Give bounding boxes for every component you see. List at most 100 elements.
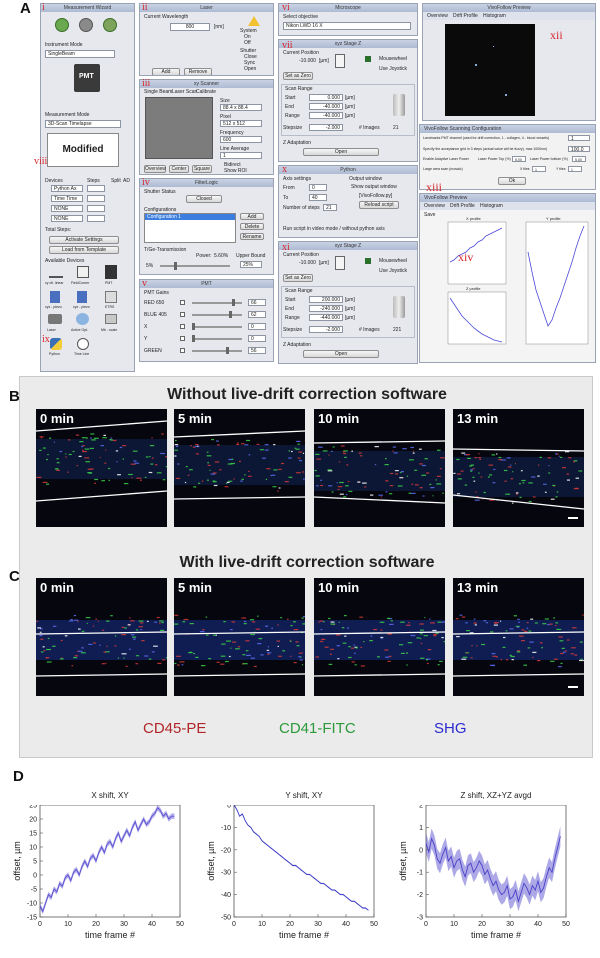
pmt-gain-value[interactable]: 0 (248, 323, 266, 330)
device-select-2[interactable]: Time Time (51, 195, 83, 202)
mousewheel-checkbox[interactable]: Mousewheel (379, 56, 408, 62)
config-rename-button[interactable]: Rename (240, 233, 264, 240)
pmt-channel-checkbox[interactable] (180, 336, 185, 341)
pmt-gain-slider[interactable] (192, 314, 242, 316)
pmt-gain-value[interactable]: 62 (248, 311, 266, 318)
drift-tab-histogram[interactable]: Histogram (480, 203, 503, 209)
drift-tab-drift-profile[interactable]: Drift Profile (450, 203, 475, 209)
scan-preview[interactable] (145, 97, 213, 159)
record-button[interactable] (103, 18, 117, 32)
y-tiles-field[interactable]: 1 (568, 166, 582, 172)
pmt-channel-checkbox[interactable] (180, 312, 185, 317)
start-field[interactable]: 200.000 (309, 296, 343, 303)
shutter-open[interactable]: Open (244, 66, 257, 72)
range-field[interactable]: -40.000 (309, 112, 343, 119)
drift-tab-overview[interactable]: Overview (424, 203, 445, 209)
stepsize-field[interactable]: -2.000 (309, 124, 343, 131)
pmt-gain-slider[interactable] (192, 338, 242, 340)
pmt-channel-checkbox[interactable] (180, 348, 185, 353)
pmt-gain-slider[interactable] (192, 326, 242, 328)
system-on[interactable]: On (244, 34, 251, 40)
show-output-window-checkbox[interactable]: Show output window (351, 184, 397, 190)
wavelength-field[interactable]: 800 (170, 23, 210, 31)
start-field[interactable]: 0.000 (309, 94, 343, 101)
to-field[interactable]: 40 (309, 194, 327, 201)
use-joystick-checkbox[interactable]: Use Joystick (379, 268, 408, 274)
steps-field-3[interactable] (87, 205, 105, 212)
pmt-gain-slider[interactable] (192, 350, 242, 352)
use-joystick-checkbox[interactable]: Use Joystick (379, 66, 408, 72)
square-button[interactable]: Square (192, 165, 212, 173)
config-ok-button[interactable]: Ok (498, 177, 526, 185)
landmark-select[interactable]: 1 (568, 135, 590, 142)
end-field[interactable]: -240.000 (309, 305, 343, 312)
overview-tab-overview[interactable]: Overview (427, 13, 448, 19)
stepsize-field[interactable]: -2.000 (309, 326, 343, 333)
x-tiles-field[interactable]: 1 (532, 166, 546, 172)
pmt-gain-slider[interactable] (192, 302, 242, 304)
run-button[interactable] (55, 18, 69, 32)
frequency-select[interactable]: 600 (220, 136, 262, 143)
laser-add-button[interactable]: Add (152, 68, 180, 75)
pmt-gain-slider-handle[interactable] (225, 347, 229, 354)
pmt-channel-checkbox[interactable] (180, 324, 185, 329)
pause-button[interactable] (79, 18, 93, 32)
pmt-gain-value[interactable]: 56 (248, 347, 266, 354)
pmt-gain-slider-handle[interactable] (192, 323, 195, 330)
shutter-close[interactable]: Close (244, 54, 257, 60)
steps-field-1[interactable] (87, 185, 105, 192)
device-select-1[interactable]: Python Ax (51, 185, 83, 192)
from-field[interactable]: 0 (309, 184, 327, 191)
video-mode-checkbox[interactable]: Run script in video mode / without pytho… (283, 226, 385, 232)
tab-single-beam[interactable]: Single Beam (144, 89, 173, 95)
pmt-gain-slider-handle[interactable] (192, 335, 195, 342)
config-delete-button[interactable]: Delete (240, 223, 264, 230)
drift-save-checkbox[interactable]: Save (424, 212, 436, 218)
set-as-zero-button[interactable]: Set as Zero (283, 72, 313, 80)
reload-script-button[interactable]: Reload script (359, 201, 399, 209)
overview-tab-drift-profile[interactable]: Drift Profile (453, 13, 478, 19)
config-add-button[interactable]: Add (240, 213, 264, 220)
show-roi-checkbox[interactable]: Show ROI (224, 168, 247, 174)
bidirect-checkbox[interactable]: Bidirect (224, 162, 241, 168)
configurations-list[interactable]: Configuration 1 (144, 213, 236, 243)
configuration-item[interactable]: Configuration 1 (145, 214, 235, 220)
threshold-field[interactable]: 100.0 (568, 146, 590, 153)
pmt-gain-slider-handle[interactable] (231, 299, 235, 306)
shutter-closed-button[interactable]: Closed (186, 195, 222, 203)
device-select-4[interactable]: NONE (51, 215, 83, 222)
power-slider-track[interactable] (160, 265, 230, 267)
device-select-3[interactable]: NONE (51, 205, 83, 212)
overview-button[interactable]: Overview (144, 165, 166, 173)
line-average-field[interactable]: 1 (220, 152, 262, 159)
pmt-gain-slider-handle[interactable] (229, 311, 233, 318)
center-button[interactable]: Center (169, 165, 189, 173)
shutter-sync[interactable]: Sync (244, 60, 256, 66)
end-field[interactable]: -40.000 (309, 103, 343, 110)
instrument-mode-select[interactable]: SingleBeam (45, 50, 115, 58)
range-field[interactable]: -440.000 (309, 314, 343, 321)
mousewheel-checkbox[interactable]: Mousewheel (379, 258, 408, 264)
activate-settings-button[interactable]: Activate Settings (49, 236, 119, 244)
set-as-zero-button[interactable]: Set as Zero (283, 274, 313, 282)
overview-tab-histogram[interactable]: Histogram (483, 13, 506, 19)
z-adaptation-open-button[interactable]: Open (303, 350, 379, 358)
power-slider-handle[interactable] (174, 262, 177, 270)
steps-field-2[interactable] (87, 195, 105, 202)
measurement-mode-select[interactable]: 3D-Scan Timelapse (45, 120, 121, 128)
laser-remove-button[interactable]: Remove (184, 68, 212, 75)
system-off[interactable]: Off (244, 40, 251, 46)
z-step-stepper[interactable] (335, 54, 345, 68)
pmt-channel-checkbox[interactable] (180, 300, 185, 305)
upper-bound-select[interactable]: 25% (240, 261, 262, 268)
z-adaptation-open-button[interactable]: Open (303, 148, 379, 156)
large-area-checkbox[interactable]: Large area scan (mosaic) (423, 167, 463, 171)
enable-adaptive-checkbox[interactable]: Enable Adaptive Laser Power (423, 157, 469, 161)
pmt-gain-value[interactable]: 66 (248, 299, 266, 306)
laser-power-top-field[interactable]: 5.00 (512, 156, 526, 162)
laser-power-bottom-field[interactable]: 5.00 (572, 156, 586, 162)
tab-laser-scan[interactable]: Laser Scan (172, 89, 198, 95)
steps-field-4[interactable] (87, 215, 105, 222)
size-field[interactable]: 88.4 x 88.4 (220, 104, 262, 111)
pixel-select[interactable]: 512 x 512 (220, 120, 262, 127)
